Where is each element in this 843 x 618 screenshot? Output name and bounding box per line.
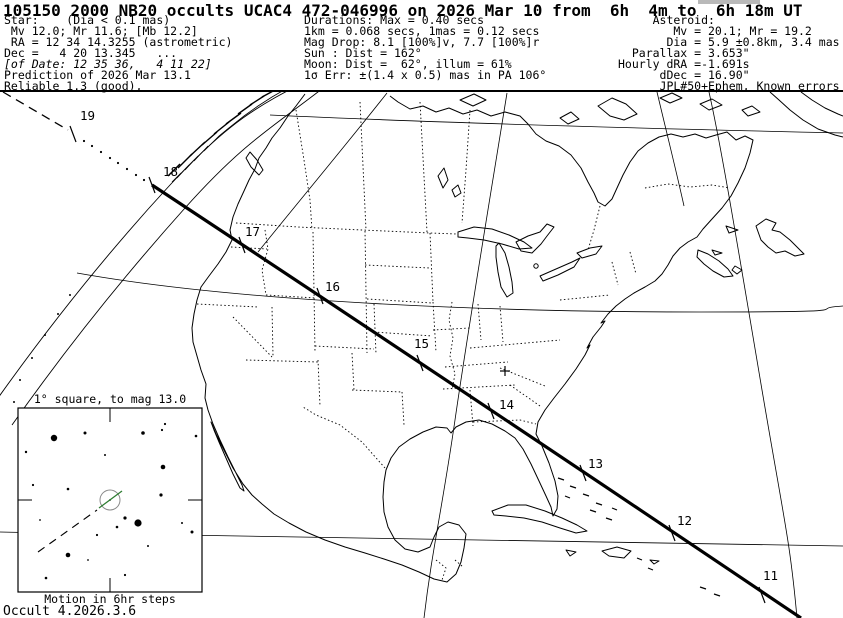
state-borders [196,101,731,581]
alaska-coast-hatch [167,90,285,183]
path-dashed-extension [2,91,69,131]
jamaica [565,549,577,557]
event-line: Moon: Dist = 62°, illum = 61% [304,57,512,71]
lake-winnipeg [437,167,449,189]
inset-title: 1° square, to mag 13.0 [34,392,186,406]
minute-label: 15 [414,336,429,351]
baffin-island [597,97,638,121]
event-line: 1km = 0.068 secs, 1mas = 0.12 secs [304,24,540,38]
star-line: Dec = 4 20 13.345 ... [4,46,178,60]
lake-michigan [495,242,514,298]
cuba [491,504,588,534]
star-chart-inset: 1° square, to mag 13.0 [17,392,203,606]
lake-st-clair [533,263,539,269]
star-info-block: Star: (Dia < 0.1 mas) Mv 12.0; Mr 11.6; … [4,13,233,93]
small-islands [557,477,721,597]
coastlines [191,91,843,583]
prince-edward-island [711,249,723,256]
star-line: Reliable 1.3 (good), [4,79,143,93]
occultation-path-group: 19 18 17 16 15 14 13 12 11 [2,91,802,618]
victoria-island [459,93,487,107]
arctic-island [659,92,683,104]
puerto-rico [649,559,660,565]
asteroid-line: Mv = 20.1; Mr = 19.2 [618,24,812,38]
star-line: Star: (Dia < 0.1 mas) [4,13,171,27]
arctic-island [741,105,761,117]
star-line: Prediction of 2026 Mar 13.1 [4,68,191,82]
star-line-of-date: [of Date: 12 35 36, 4 11 22] [4,57,212,71]
asteroid-line: Dia = 5.9 ±0.8km, 3.4 mas [618,35,840,49]
asteroid-line: dDec = 16.90" [618,68,750,82]
asteroid-motion-dashes [37,509,98,553]
greenland-coast [769,91,843,138]
vancouver-island [245,151,264,176]
minute-label: 11 [763,568,778,583]
asteroid-line: Asteroid: [618,13,715,27]
lake-erie [539,257,581,282]
minute-label: 16 [325,279,340,294]
asteroid-line: JPL#50+Ephem, Known errors [618,79,840,93]
event-line: Durations: Max = 0.40 secs [304,13,485,27]
canadian-lake [451,184,462,198]
asteroid-line: Hourly dRA =-1.691s [618,57,750,71]
event-line: 1σ Err: ±(1.4 x 0.5) mas in PA 106° [304,68,547,82]
path-dotted-extension [82,139,146,182]
inset-edge-ticks [18,408,202,592]
anticosti-island [725,225,739,234]
lake-superior [457,226,533,250]
terminator-limits [0,90,322,426]
minute-label: 14 [499,397,514,412]
lake-huron [515,223,555,254]
event-info-block: Durations: Max = 0.40 secs 1km = 0.068 s… [304,13,547,82]
minute-label: 19 [80,108,95,123]
inset-caption: Motion in 6hr steps [44,592,176,606]
terminator-ticks [13,294,71,403]
inset-stars [24,422,198,580]
newfoundland [755,218,805,257]
target-star-circle [99,489,121,511]
minute-label: 12 [677,513,692,528]
occultation-map: 19 18 17 16 15 14 13 12 11 1° square, to… [0,90,843,618]
arctic-island [699,98,723,111]
path-minute-ticks [69,125,766,604]
asteroid-line: Parallax = 3.653" [618,46,750,60]
minute-label: 17 [245,224,260,239]
nova-scotia [696,249,734,278]
hispaniola [601,546,632,559]
minute-label: 18 [163,164,178,179]
southampton-island [559,111,580,125]
star-line: RA = 12 34 14.3255 (astrometric) [4,35,233,49]
star-line: Mv 12.0; Mr 11.6; [Mb 12.2] [4,24,198,38]
window-artifact [698,0,760,4]
asteroid-info-block: Asteroid: Mv = 20.1; Mr = 19.2 Dia = 5.9… [618,13,840,93]
path-minute-labels: 19 18 17 16 15 14 13 12 11 [80,108,778,583]
minute-label: 13 [588,456,603,471]
cape-breton [731,265,743,275]
event-line: Mag Drop: 8.1 [100%]v, 7.7 [100%]r [304,35,540,49]
event-line: Sun : Dist = 162° [304,46,422,60]
city-marker [500,366,510,376]
asteroid-motion-segment [98,490,123,509]
page-title: 105150 2000 NB20 occults UCAC4 472-04699… [3,1,803,20]
greenland-coast-inner [800,91,843,117]
occultation-path [151,183,802,618]
continent-coast [191,93,754,583]
lake-ontario [576,245,603,259]
software-version: Occult 4.2026.3.6 [3,604,137,618]
